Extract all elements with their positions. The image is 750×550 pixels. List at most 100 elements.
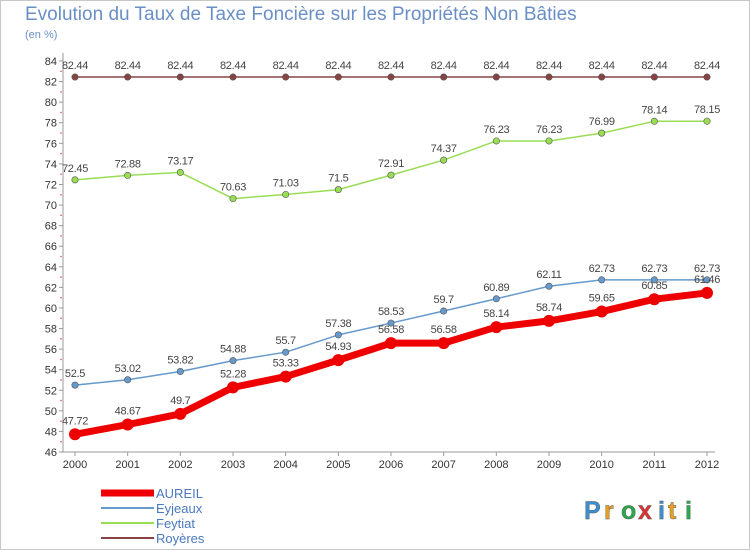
data-label: 52.5 — [65, 368, 85, 380]
data-point — [282, 190, 290, 198]
data-label: 82.44 — [167, 60, 193, 72]
data-point — [334, 73, 342, 81]
data-point — [71, 176, 79, 184]
data-point — [492, 295, 500, 303]
y-minor-tick — [60, 420, 62, 422]
data-label: 78.15 — [694, 104, 720, 116]
data-label: 82.44 — [325, 60, 351, 72]
data-label: 56.58 — [431, 324, 457, 336]
y-minor-tick — [60, 358, 62, 361]
data-point — [174, 407, 187, 420]
data-label: 74.37 — [431, 143, 457, 155]
y-tick-label: 70 — [45, 200, 57, 212]
legend-label-feytiat: Feytiat — [156, 516, 195, 531]
data-point — [121, 418, 134, 431]
data-label: 82.44 — [62, 60, 88, 72]
data-label: 70.63 — [220, 182, 246, 194]
y-tick-label: 52 — [45, 385, 57, 397]
data-label: 58.14 — [483, 308, 509, 320]
y-tick-label: 80 — [45, 97, 57, 109]
data-label: 49.7 — [170, 395, 190, 407]
logo-letter: P — [584, 497, 601, 525]
data-point — [176, 368, 184, 376]
data-point — [543, 314, 555, 327]
data-point — [387, 171, 395, 179]
data-point — [334, 331, 342, 339]
x-tick-label: 2009 — [537, 459, 561, 471]
data-point — [124, 171, 132, 179]
data-point — [545, 282, 553, 290]
logo-letter: i — [658, 497, 665, 525]
y-tick-label: 62 — [45, 282, 57, 294]
data-point — [595, 305, 608, 318]
data-label: 82.44 — [483, 60, 509, 72]
data-point — [387, 73, 395, 81]
data-point — [598, 129, 606, 137]
data-label: 47.72 — [62, 415, 88, 427]
data-point — [598, 276, 606, 284]
y-tick-label: 78 — [45, 118, 57, 130]
data-label: 60.85 — [641, 280, 667, 292]
data-point — [440, 73, 448, 81]
data-label: 82.44 — [273, 60, 299, 72]
data-point — [229, 357, 237, 365]
y-tick-label: 60 — [45, 303, 57, 315]
data-point — [124, 376, 132, 384]
data-label: 54.88 — [220, 344, 246, 356]
data-point — [282, 348, 290, 356]
axes: 46 48 50 52 54 56 58 60 62 64 66 68 70 72 74 76 78 80 82 84… — [45, 53, 719, 471]
legend-label-eyjeaux: Eyjeaux — [156, 501, 203, 516]
y-tick-label: 72 — [45, 179, 57, 191]
data-label: 58.53 — [378, 306, 404, 318]
data-label: 71.5 — [328, 173, 348, 185]
logo-letter: i — [685, 497, 692, 525]
x-tick-label: 2008 — [484, 459, 508, 471]
y-tick-label: 84 — [45, 56, 57, 68]
x-tick-label: 2001 — [115, 459, 139, 471]
data-point — [71, 73, 79, 81]
x-tick-label: 2004 — [273, 459, 297, 471]
data-label: 53.02 — [115, 363, 141, 375]
y-tick-label: 48 — [45, 426, 57, 438]
data-label: 53.82 — [167, 355, 193, 367]
data-point — [650, 276, 658, 284]
data-label: 82.44 — [220, 60, 246, 72]
chart-unit: (en %) — [25, 29, 58, 41]
y-minor-tick — [60, 193, 62, 196]
data-label: 62.11 — [536, 269, 561, 281]
data-label: 62.73 — [589, 263, 615, 275]
data-label: 48.67 — [115, 406, 141, 418]
chart-title: Evolution du Taux de Taxe Foncière sur l… — [25, 4, 577, 25]
data-label: 60.89 — [483, 282, 509, 294]
data-point — [385, 337, 397, 350]
y-tick-label: 68 — [45, 221, 57, 233]
y-minor-tick — [60, 235, 62, 237]
data-label: 71.03 — [273, 177, 299, 189]
data-point — [545, 73, 553, 81]
data-point — [492, 73, 500, 81]
data-label: 54.93 — [325, 341, 351, 353]
y-minor-tick — [60, 399, 62, 402]
data-label: 72.91 — [378, 158, 404, 170]
plot-area: 47.72 48.67 49.7 52.28 53.33 54.93 56.58 56.58 5… — [62, 60, 720, 441]
data-point — [598, 73, 606, 81]
data-point — [176, 168, 184, 176]
data-label: 72.45 — [62, 163, 88, 175]
y-minor-tick — [60, 338, 62, 340]
y-tick-label: 82 — [45, 77, 57, 89]
data-point — [227, 381, 239, 394]
data-point — [701, 286, 713, 299]
data-point — [282, 73, 290, 81]
data-label: 76.23 — [483, 124, 509, 136]
data-label: 82.44 — [641, 60, 667, 72]
legend-label-royères: Royères — [156, 531, 205, 546]
data-label: 59.7 — [434, 294, 454, 306]
data-point — [69, 428, 81, 441]
x-tick-label: 2002 — [168, 459, 192, 471]
data-point — [650, 73, 658, 81]
data-label: 76.99 — [589, 116, 615, 128]
y-minor-tick — [60, 214, 62, 217]
data-point — [440, 307, 448, 315]
